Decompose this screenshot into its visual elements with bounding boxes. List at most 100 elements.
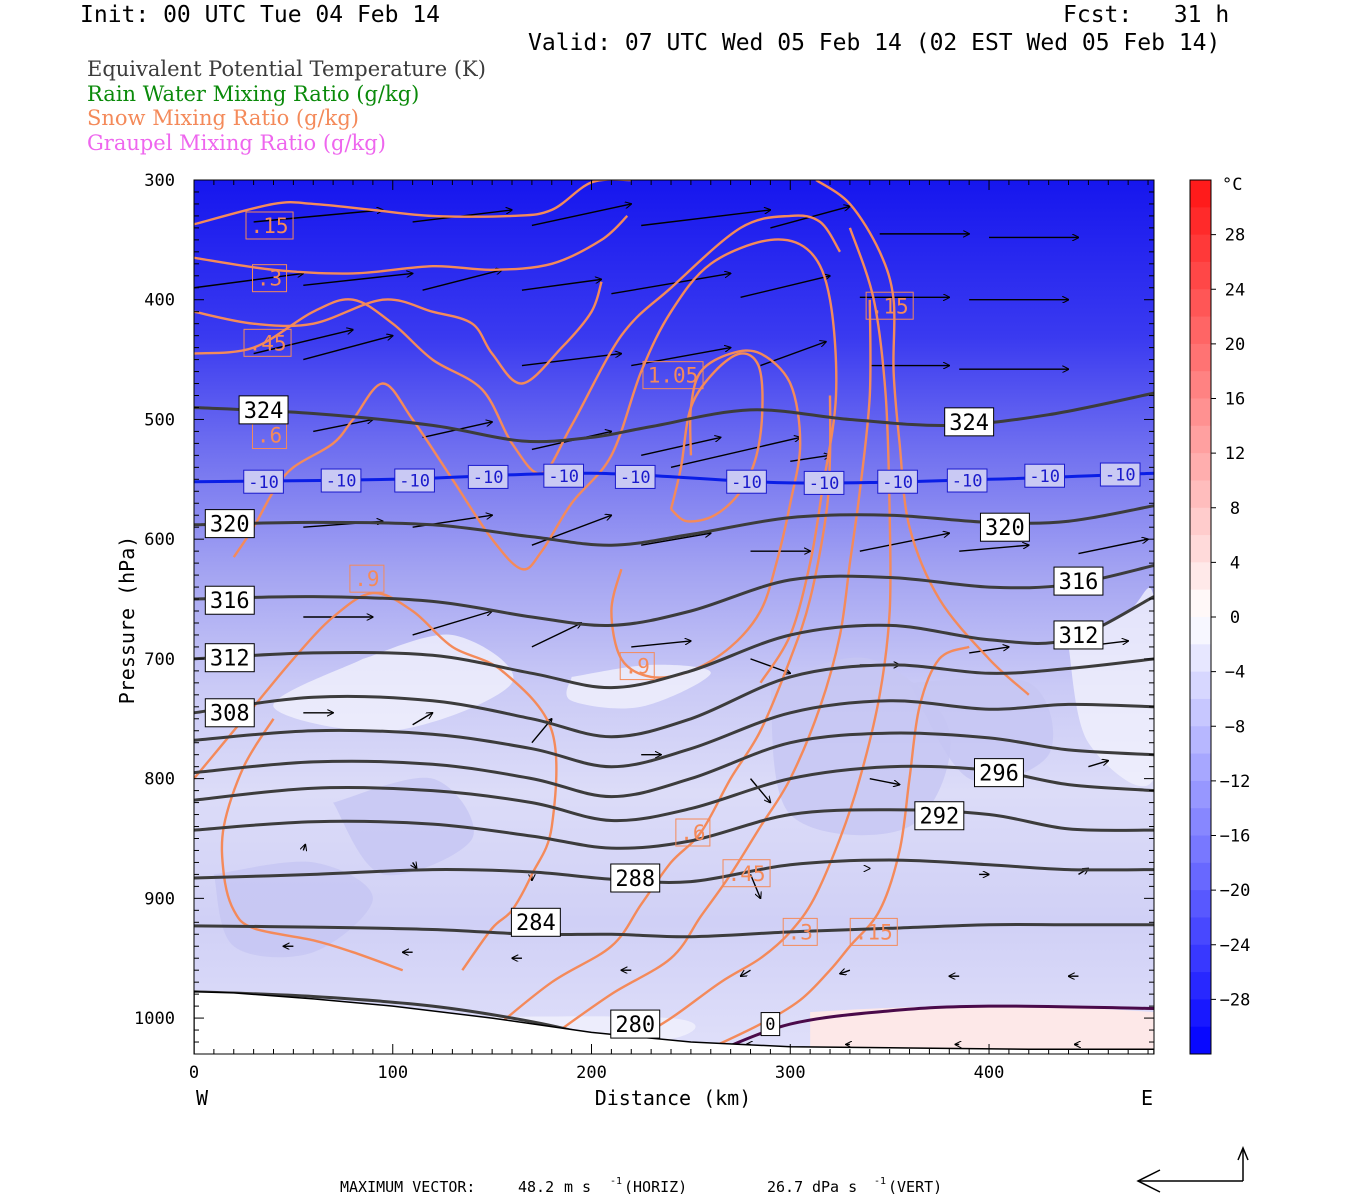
theta-e-label-280-0: 280 [610, 1009, 661, 1039]
minus-10-label-6-box [726, 469, 767, 494]
colorbar-tick-label--24: −24 [1220, 936, 1251, 956]
theta-e-label-308-0-box [204, 698, 255, 728]
minus-10-label-4-text: -10 [548, 467, 579, 487]
wind-arrow-64 [840, 970, 851, 974]
wind-arrow-49 [869, 777, 900, 785]
theta-e-label-320-1-box [979, 512, 1030, 542]
zero-c-label-0-box [760, 1012, 781, 1037]
snow-label-0-0: .15 [245, 211, 294, 240]
snow-label-10-0: .6 [675, 818, 711, 847]
minus-10-label-1-box [320, 468, 362, 493]
zero-c-label-0: 0 [760, 1012, 781, 1037]
snow-label-13-0-box [849, 917, 898, 946]
y-tick-label-1000: 1000 [134, 1009, 175, 1029]
minus-10-label-3-text: -10 [473, 468, 504, 488]
minus-10-label-5-text: -10 [620, 468, 651, 488]
valid-time: Valid: 07 UTC Wed 05 Feb 14 (02 EST Wed … [528, 30, 1221, 56]
snow-label-0-0-box [245, 211, 294, 240]
snow-label-12-0-box [782, 917, 818, 946]
wind-arrow-17 [521, 354, 621, 367]
colorbar-cell-11 [1190, 480, 1211, 509]
snow-contour-3 [194, 281, 603, 385]
snow-label-3-0: .45 [243, 328, 292, 357]
colorbar-cell-3 [1190, 261, 1211, 290]
colorbar-tick-label-16: 16 [1225, 390, 1245, 410]
theta-e-label-296-0: 296 [974, 758, 1024, 788]
theta-e-label-316-0-text: 316 [210, 589, 250, 614]
minus-10-label-7: -10 [803, 470, 845, 495]
minus-10-label-8-box [877, 469, 918, 494]
footer-vert-units: dPa s [812, 1178, 857, 1196]
theta-e-label-296-0-text: 296 [979, 762, 1019, 787]
terrain-mask [194, 990, 1154, 1054]
dark-region-3 [333, 777, 474, 876]
snow-contour-1 [815, 180, 1030, 696]
snow-label-2-0-text: .3 [257, 267, 282, 291]
colorbar-cell-16 [1190, 617, 1211, 645]
minus-10-label-1-text: -10 [326, 472, 357, 492]
theta-e-label-288-0-box [610, 863, 661, 893]
colorbar-cell-21 [1190, 753, 1211, 782]
wind-arrow-38 [531, 623, 582, 648]
colorbar-cell-8 [1190, 398, 1211, 427]
snow-label-8-0-box [619, 652, 655, 681]
theta-e-label-324-0-box [238, 395, 289, 425]
snow-label-5-0: .9 [349, 564, 385, 593]
wind-arrow-26 [670, 437, 800, 469]
footer-vert-value: 26.7 [767, 1178, 803, 1196]
wind-arrow-31 [641, 533, 711, 546]
theta-e-label-284-0-text: 284 [516, 911, 556, 936]
theta-e-label-324-1: 324 [944, 407, 995, 437]
theta-e-label-312-0: 312 [204, 643, 255, 673]
wind-arrow-16 [303, 336, 392, 361]
minus-10c-isotherm [194, 471, 1154, 485]
wind-arrow-8 [303, 273, 412, 287]
theta-e-contour-284 [194, 922, 1154, 939]
minus-10-label-0-text: -10 [248, 473, 279, 493]
warm-region [810, 1006, 1154, 1050]
snow-contour-12 [620, 227, 892, 1050]
snow-label-8-0-text: .9 [625, 655, 650, 679]
wind-arrow-42 [969, 647, 1009, 654]
reference-vector-icon [1136, 1146, 1249, 1193]
minus-10-label-4: -10 [543, 463, 584, 488]
colorbar-cell-25 [1190, 862, 1211, 891]
x-tick-label-300: 300 [775, 1063, 806, 1083]
footer-horiz-value: 48.2 [518, 1178, 554, 1196]
dark-region-2 [213, 861, 373, 958]
colorbar-cell-14 [1190, 562, 1211, 591]
minus-10-label-4-box [543, 463, 584, 488]
colorbar-cell-28 [1190, 944, 1211, 973]
theta-e-contour-304 [194, 699, 1154, 769]
minus-10-label-9-box [946, 468, 988, 493]
snow-label-10-0-text: .6 [680, 821, 705, 845]
colorbar-tick-label--16: −16 [1220, 827, 1251, 847]
y-tick-label-900: 900 [144, 889, 175, 909]
colorbar-tick-label--28: −28 [1220, 990, 1251, 1010]
minus-10-label-10: -10 [1024, 463, 1065, 488]
footer-label: MAXIMUM VECTOR: [340, 1178, 475, 1196]
colorbar-tick-label--20: −20 [1220, 881, 1251, 901]
wind-arrow-35 [1078, 539, 1148, 555]
x-axis-label: Distance (km) [595, 1086, 752, 1110]
colorbar-cell-31 [1190, 1026, 1211, 1055]
colorbar-cell-12 [1190, 507, 1211, 536]
snow-label-2-0: .3 [252, 264, 288, 293]
colorbar: °C 28 24 20 16 12 8 4 0 −4 −8 −12 −16 −20 −24 −28 [1189, 175, 1251, 1055]
snow-label-3-0-box [243, 328, 292, 357]
colorbar-cell-20 [1190, 726, 1211, 755]
minus-10-label-9: -10 [946, 468, 988, 493]
minus-10-label-11-text: -10 [1105, 466, 1136, 486]
minus-10-label-5: -10 [614, 464, 656, 489]
theta-e-label-312-0-box [204, 643, 255, 673]
theta-e-label-308-0-text: 308 [210, 702, 250, 727]
colorbar-tick-label-12: 12 [1225, 444, 1245, 464]
colorbar-cell-26 [1190, 890, 1211, 918]
y-tick-label-800: 800 [144, 770, 175, 790]
theta-e-contour-292 [194, 808, 1154, 850]
snow-label-1-0-text: .15 [871, 294, 909, 318]
colorbar-cell-7 [1190, 371, 1211, 399]
theta-e-label-316-1-box [1053, 566, 1104, 596]
y-tick-label-400: 400 [144, 291, 175, 311]
wind-arrow-9 [422, 270, 503, 291]
